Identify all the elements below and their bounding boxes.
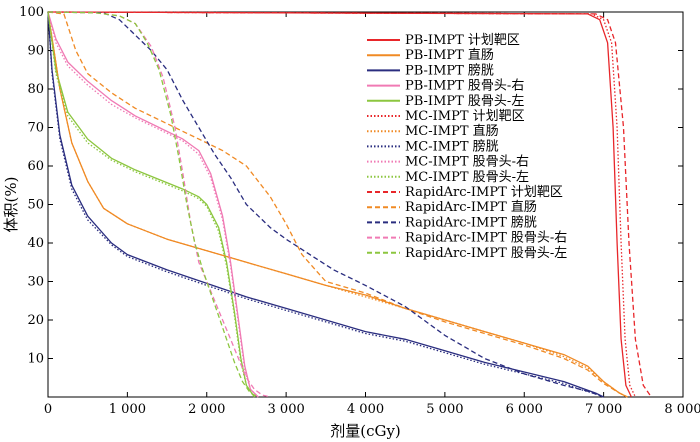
x-tick-label: 6 000	[506, 402, 543, 417]
y-tick-label: 40	[27, 236, 44, 251]
series-line-6	[47, 11, 628, 398]
x-tick-label: 3 000	[268, 402, 305, 417]
legend-entry-label: RapidArc-IMPT 计划靶区	[405, 185, 563, 200]
x-tick-label: 0	[44, 402, 52, 417]
legend-entry-label: PB-IMPT 股骨头-左	[405, 94, 524, 109]
y-tick-label: 100	[19, 5, 44, 20]
legend-entry-label: MC-IMPT 股骨头-右	[405, 155, 529, 170]
y-tick-label: 90	[27, 44, 44, 59]
legend-entry-label: MC-IMPT 直肠	[405, 124, 499, 139]
series-line-14	[47, 11, 259, 398]
series-line-11	[47, 11, 628, 398]
legend-entry-label: RapidArc-IMPT 股骨头-右	[405, 231, 567, 246]
x-tick-label: 7 000	[585, 402, 622, 417]
y-tick-label: 50	[27, 198, 44, 213]
series-line-0	[47, 11, 632, 398]
series-line-12	[47, 11, 604, 398]
x-tick-label: 8 000	[664, 402, 700, 417]
y-tick-label: 80	[27, 82, 44, 97]
legend-entry-label: PB-IMPT 计划靶区	[405, 33, 520, 48]
legend-entry-label: PB-IMPT 股骨头-右	[405, 79, 524, 94]
y-tick-label: 10	[27, 352, 44, 367]
series-line-2	[47, 11, 604, 398]
series-line-3	[47, 11, 259, 398]
series-line-4	[47, 11, 255, 398]
legend-entry-label: PB-IMPT 膀胱	[405, 62, 494, 78]
legend-entry-label: RapidArc-IMPT 股骨头-左	[405, 246, 567, 261]
plot-frame	[47, 11, 684, 398]
legend-entry-label: MC-IMPT 股骨头-左	[405, 170, 529, 185]
y-tick-label: 20	[27, 313, 44, 328]
legend-entry-label: RapidArc-IMPT 膀胱	[405, 214, 537, 230]
y-tick-label: 70	[27, 121, 44, 136]
x-tick-label: 4 000	[347, 402, 384, 417]
series-line-1	[47, 11, 628, 398]
series-line-8	[47, 11, 259, 398]
y-tick-label: 60	[27, 159, 44, 174]
series-line-10	[47, 11, 652, 398]
legend-entry-label: PB-IMPT 直肠	[405, 48, 494, 63]
x-tick-label: 2 000	[188, 402, 225, 417]
legend-entry-label: RapidArc-IMPT 直肠	[405, 200, 537, 215]
x-tick-label: 5 000	[426, 402, 463, 417]
legend-entry-label: MC-IMPT 膀胱	[405, 138, 499, 154]
y-axis-title: 体积(%)	[2, 177, 20, 233]
x-axis-title: 剂量(cGy)	[330, 422, 401, 440]
x-tick-label: 1 000	[109, 402, 146, 417]
series-lines	[47, 11, 652, 398]
legend-entry-label: MC-IMPT 计划靶区	[405, 109, 525, 124]
y-tick-label: 30	[27, 275, 44, 290]
series-line-5	[47, 11, 636, 398]
series-line-9	[47, 11, 255, 398]
axes: 0 1 000 2 000 3 000 4 000 5 000 6 000 7 000 8 00…	[19, 5, 700, 417]
